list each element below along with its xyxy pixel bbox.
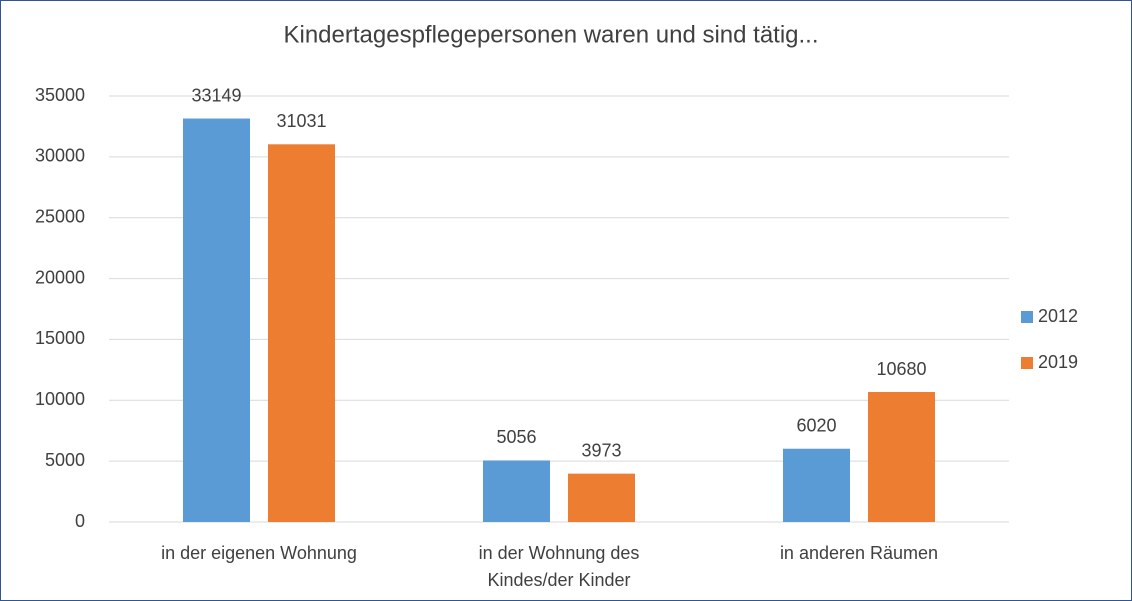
value-label: 10680	[876, 359, 926, 379]
y-tick-label: 15000	[35, 328, 85, 348]
legend-swatch	[1021, 357, 1033, 369]
bar	[568, 473, 635, 522]
y-tick-label: 35000	[35, 85, 85, 105]
y-tick-label: 30000	[35, 146, 85, 166]
value-label: 31031	[276, 111, 326, 131]
value-label: 33149	[191, 85, 241, 105]
y-tick-label: 10000	[35, 389, 85, 409]
legend-swatch	[1021, 311, 1033, 323]
legend-label: 2012	[1038, 306, 1078, 326]
legend-label: 2019	[1038, 352, 1078, 372]
y-tick-label: 20000	[35, 267, 85, 287]
bar	[868, 392, 935, 522]
bar	[183, 118, 250, 523]
value-label: 5056	[496, 427, 536, 447]
value-label: 6020	[796, 415, 836, 435]
y-tick-label: 5000	[45, 450, 85, 470]
y-tick-label: 0	[75, 511, 85, 531]
bar	[268, 144, 335, 522]
bar	[483, 460, 550, 522]
x-tick-label: in anderen Räumen	[779, 543, 939, 563]
value-label: 3973	[581, 440, 621, 460]
x-tick-label: in der eigenen Wohnung	[161, 543, 357, 563]
bar	[783, 448, 850, 522]
x-tick-label: in der Wohnung des Kindes/der Kinder	[478, 543, 640, 590]
chart-title: Kindertagespflegepersonen waren und sind…	[283, 21, 818, 48]
y-tick-label: 25000	[35, 206, 85, 226]
